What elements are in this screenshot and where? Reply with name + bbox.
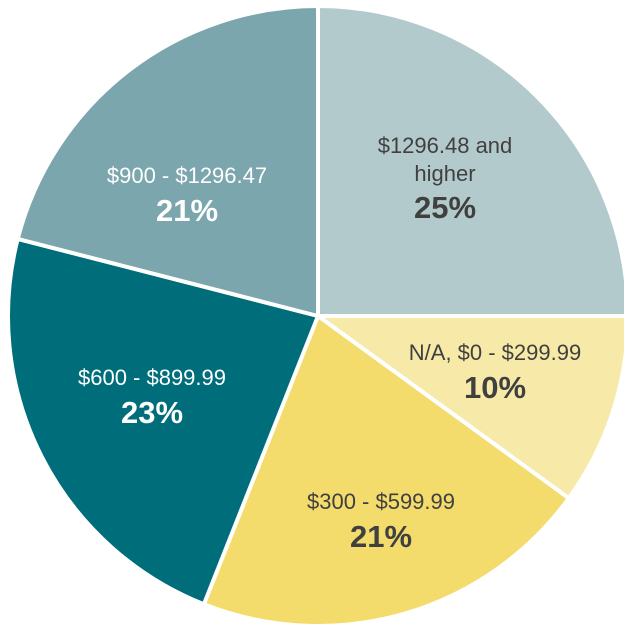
pie-slice [201,314,571,628]
category-label: $300 - $599.99 [306,488,456,514]
pie-slice [6,236,320,607]
category-label: N/A, $0 - $299.99 [408,339,582,365]
value-label: 10% [463,369,527,405]
pie-slice [316,314,624,501]
value-label: 21% [349,518,413,554]
pie-slice [316,4,624,318]
category-label: $600 - $899.99 [77,364,227,390]
category-label: $900 - $1296.47 [106,162,268,188]
value-label: 25% [413,190,477,226]
slice-label: $600 - $899.99 23% [42,364,262,432]
pie-slice [15,4,320,318]
slice-label: $300 - $599.99 21% [271,488,491,556]
slice-label: $1296.48 and higher 25% [360,132,530,228]
slice-label: $900 - $1296.47 21% [67,162,307,230]
category-label: $1296.48 and higher [377,133,513,186]
value-label: 23% [120,394,184,430]
value-label: 21% [155,192,219,228]
slice-label: N/A, $0 - $299.99 10% [365,339,624,407]
